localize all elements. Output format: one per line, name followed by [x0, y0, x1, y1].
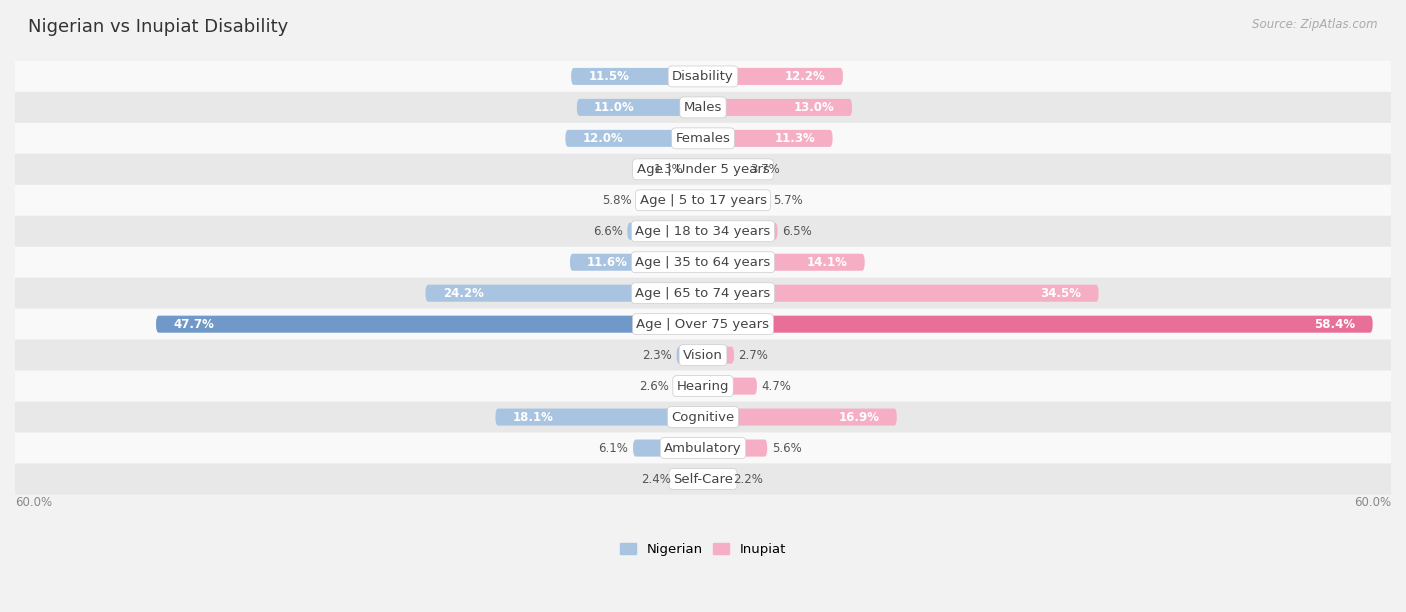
FancyBboxPatch shape [673, 378, 703, 395]
FancyBboxPatch shape [15, 92, 1391, 123]
Text: Age | 65 to 74 years: Age | 65 to 74 years [636, 286, 770, 300]
Text: Males: Males [683, 101, 723, 114]
Text: Source: ZipAtlas.com: Source: ZipAtlas.com [1253, 18, 1378, 31]
Text: 16.9%: 16.9% [838, 411, 880, 424]
FancyBboxPatch shape [703, 316, 1372, 333]
Text: Disability: Disability [672, 70, 734, 83]
FancyBboxPatch shape [15, 463, 1391, 494]
FancyBboxPatch shape [703, 254, 865, 271]
FancyBboxPatch shape [703, 346, 734, 364]
Text: Cognitive: Cognitive [672, 411, 734, 424]
Text: 13.0%: 13.0% [794, 101, 835, 114]
FancyBboxPatch shape [15, 340, 1391, 371]
FancyBboxPatch shape [633, 439, 703, 457]
FancyBboxPatch shape [703, 378, 756, 395]
Text: 11.6%: 11.6% [588, 256, 628, 269]
FancyBboxPatch shape [565, 130, 703, 147]
FancyBboxPatch shape [703, 285, 1098, 302]
Text: 2.2%: 2.2% [733, 472, 762, 485]
Text: 11.3%: 11.3% [775, 132, 815, 145]
Text: Age | 18 to 34 years: Age | 18 to 34 years [636, 225, 770, 238]
FancyBboxPatch shape [703, 192, 768, 209]
Text: 4.7%: 4.7% [762, 379, 792, 393]
FancyBboxPatch shape [703, 223, 778, 240]
Text: 5.8%: 5.8% [602, 194, 631, 207]
Text: 6.5%: 6.5% [782, 225, 811, 238]
FancyBboxPatch shape [703, 130, 832, 147]
Text: 5.7%: 5.7% [773, 194, 803, 207]
Text: Age | Under 5 years: Age | Under 5 years [637, 163, 769, 176]
FancyBboxPatch shape [15, 308, 1391, 340]
Text: Females: Females [675, 132, 731, 145]
Text: 12.0%: 12.0% [582, 132, 623, 145]
FancyBboxPatch shape [571, 68, 703, 85]
Text: 11.0%: 11.0% [595, 101, 636, 114]
Text: 47.7%: 47.7% [173, 318, 214, 330]
FancyBboxPatch shape [15, 371, 1391, 401]
Text: Vision: Vision [683, 349, 723, 362]
Text: 24.2%: 24.2% [443, 286, 484, 300]
FancyBboxPatch shape [703, 471, 728, 488]
Text: Age | 5 to 17 years: Age | 5 to 17 years [640, 194, 766, 207]
FancyBboxPatch shape [15, 278, 1391, 308]
Text: 5.6%: 5.6% [772, 441, 801, 455]
FancyBboxPatch shape [569, 254, 703, 271]
Text: 58.4%: 58.4% [1315, 318, 1355, 330]
FancyBboxPatch shape [637, 192, 703, 209]
Text: 11.5%: 11.5% [588, 70, 630, 83]
FancyBboxPatch shape [675, 471, 703, 488]
Text: 1.3%: 1.3% [654, 163, 683, 176]
FancyBboxPatch shape [15, 247, 1391, 278]
FancyBboxPatch shape [688, 161, 703, 178]
Text: 18.1%: 18.1% [513, 411, 554, 424]
Text: 6.6%: 6.6% [593, 225, 623, 238]
Text: Hearing: Hearing [676, 379, 730, 393]
FancyBboxPatch shape [703, 68, 842, 85]
Text: 14.1%: 14.1% [807, 256, 848, 269]
FancyBboxPatch shape [703, 439, 768, 457]
Text: 2.7%: 2.7% [738, 349, 769, 362]
FancyBboxPatch shape [15, 123, 1391, 154]
Text: 2.3%: 2.3% [643, 349, 672, 362]
Text: Ambulatory: Ambulatory [664, 441, 742, 455]
FancyBboxPatch shape [15, 154, 1391, 185]
Legend: Nigerian, Inupiat: Nigerian, Inupiat [614, 537, 792, 561]
FancyBboxPatch shape [703, 99, 852, 116]
FancyBboxPatch shape [703, 161, 745, 178]
FancyBboxPatch shape [703, 409, 897, 425]
FancyBboxPatch shape [156, 316, 703, 333]
Text: Nigerian vs Inupiat Disability: Nigerian vs Inupiat Disability [28, 18, 288, 36]
Text: 6.1%: 6.1% [599, 441, 628, 455]
FancyBboxPatch shape [627, 223, 703, 240]
FancyBboxPatch shape [576, 99, 703, 116]
FancyBboxPatch shape [676, 346, 703, 364]
FancyBboxPatch shape [15, 401, 1391, 433]
Text: Age | Over 75 years: Age | Over 75 years [637, 318, 769, 330]
Text: 12.2%: 12.2% [785, 70, 825, 83]
FancyBboxPatch shape [15, 433, 1391, 463]
Text: Age | 35 to 64 years: Age | 35 to 64 years [636, 256, 770, 269]
Text: 2.6%: 2.6% [638, 379, 669, 393]
Text: 2.4%: 2.4% [641, 472, 671, 485]
FancyBboxPatch shape [495, 409, 703, 425]
Text: 60.0%: 60.0% [15, 496, 52, 509]
Text: 34.5%: 34.5% [1040, 286, 1081, 300]
FancyBboxPatch shape [15, 185, 1391, 216]
Text: 3.7%: 3.7% [749, 163, 780, 176]
FancyBboxPatch shape [15, 216, 1391, 247]
Text: Self-Care: Self-Care [673, 472, 733, 485]
FancyBboxPatch shape [15, 61, 1391, 92]
Text: 60.0%: 60.0% [1354, 496, 1391, 509]
FancyBboxPatch shape [426, 285, 703, 302]
